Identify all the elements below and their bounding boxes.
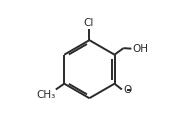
Text: OH: OH [132, 44, 148, 54]
Text: Cl: Cl [84, 18, 94, 28]
Text: O: O [123, 85, 132, 95]
Text: CH₃: CH₃ [36, 90, 55, 100]
